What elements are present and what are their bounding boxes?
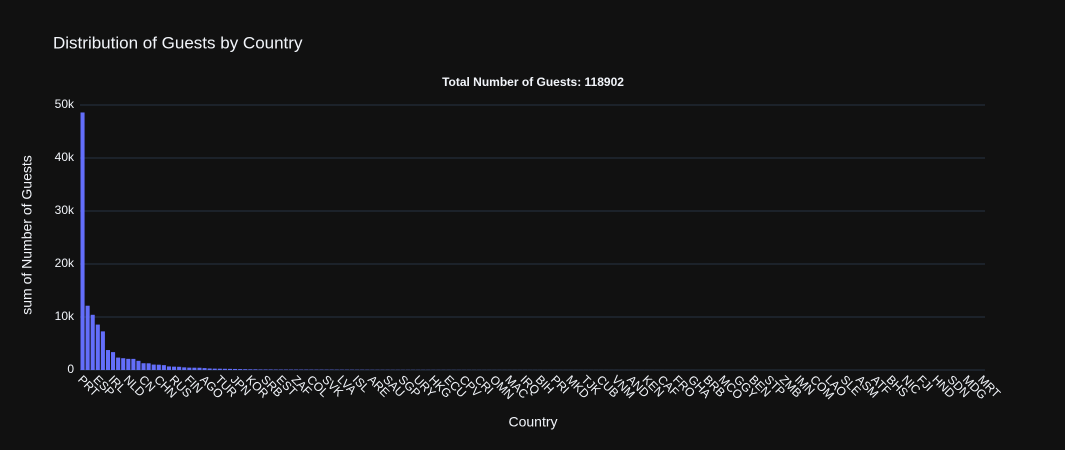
bar [263, 369, 268, 370]
bar [258, 369, 263, 370]
bar [268, 369, 273, 370]
bar [207, 368, 212, 370]
y-tick-label: 30k [55, 203, 75, 217]
bar [95, 324, 100, 370]
bar [248, 369, 253, 370]
bar [111, 352, 116, 370]
bar [222, 368, 227, 370]
bar [177, 366, 182, 370]
bar [146, 363, 151, 370]
bar [90, 314, 95, 370]
bar [85, 305, 90, 370]
chart-subtitle: Total Number of Guests: 118902 [442, 75, 624, 89]
y-tick-label: 10k [55, 309, 75, 323]
y-tick-label: 50k [55, 97, 75, 111]
bar [156, 364, 161, 370]
bar [105, 350, 110, 370]
bar [166, 366, 172, 370]
bar [202, 368, 207, 370]
bar [80, 112, 85, 371]
bar [131, 358, 136, 370]
y-tick-label: 20k [55, 256, 75, 270]
bar [161, 365, 166, 370]
bar [217, 368, 222, 370]
bar [100, 331, 105, 370]
bar [182, 367, 187, 370]
bar [253, 369, 258, 370]
x-axis-title: Country [508, 414, 557, 430]
bar [227, 368, 233, 370]
bar [121, 358, 126, 370]
bar [238, 369, 243, 370]
bar [187, 367, 192, 370]
bar [116, 357, 121, 370]
bar [136, 360, 141, 370]
y-axis-title: sum of Number of Guests [19, 155, 35, 315]
y-tick-label: 0 [67, 362, 74, 376]
bar [243, 369, 248, 370]
chart-title: Distribution of Guests by Country [53, 33, 303, 52]
bar [197, 367, 202, 370]
bar [233, 368, 238, 370]
bar [212, 368, 217, 370]
y-tick-label: 40k [55, 150, 75, 164]
bar [172, 366, 177, 370]
bar [141, 363, 146, 370]
bar [126, 358, 131, 370]
bar [192, 367, 197, 370]
bar [151, 364, 156, 370]
